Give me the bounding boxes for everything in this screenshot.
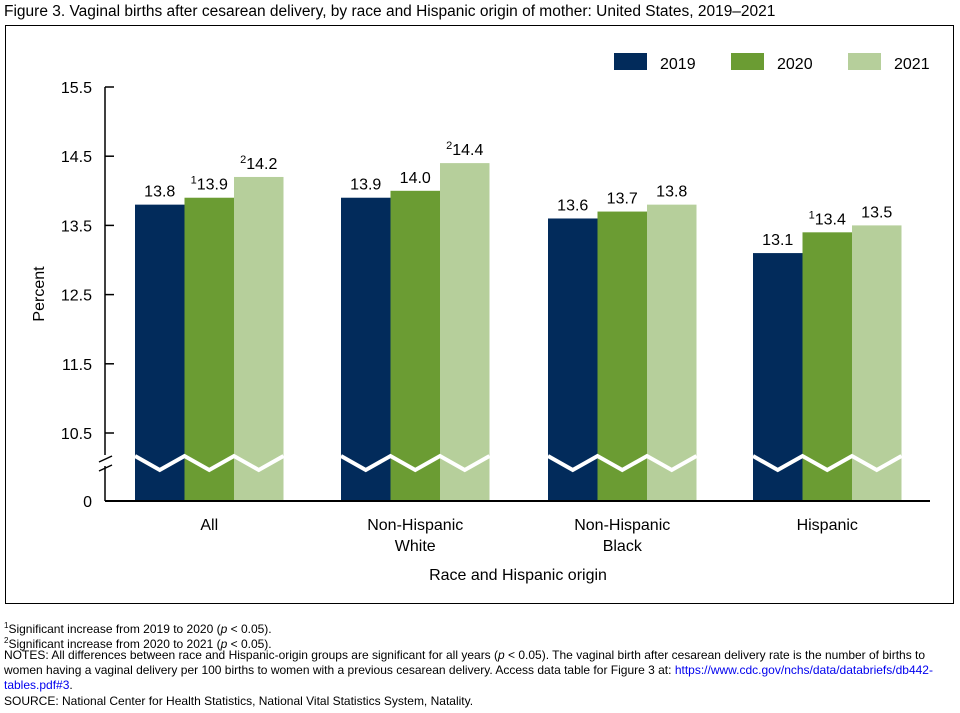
footnote-2: 2Significant increase from 2020 to 2021 … xyxy=(4,636,272,651)
x-tick-label: Non-Hispanic xyxy=(367,517,463,534)
bar-2019-3 xyxy=(753,253,803,501)
data-label: 13.8 xyxy=(144,184,175,201)
bar-2019-0 xyxy=(135,204,185,501)
notes-text: NOTES: All differences between race and … xyxy=(4,648,933,692)
data-label: 214.4 xyxy=(446,140,483,159)
bar-2020-1 xyxy=(390,190,440,502)
bar-2019-2 xyxy=(548,218,598,502)
legend-label: 2019 xyxy=(660,56,696,73)
data-label: 113.9 xyxy=(191,175,228,194)
axis-break-mark xyxy=(98,464,113,472)
data-label: 13.1 xyxy=(762,232,793,249)
y-tick-label: 12.5 xyxy=(61,288,92,305)
data-label: 13.9 xyxy=(350,177,381,194)
bar-2020-0 xyxy=(184,197,234,501)
data-label: 13.7 xyxy=(607,191,638,208)
legend-label: 2021 xyxy=(894,56,930,73)
y-tick-label: 15.5 xyxy=(61,80,92,97)
y-tick-label: 13.5 xyxy=(61,218,92,235)
data-label: 214.2 xyxy=(240,154,277,173)
y-tick-label: 14.5 xyxy=(61,149,92,166)
axis-break-zigzag xyxy=(134,453,285,473)
legend-swatch-2020 xyxy=(731,53,764,70)
x-tick-label: White xyxy=(395,538,436,555)
bar-2020-3 xyxy=(802,232,852,501)
legend-label: 2020 xyxy=(777,56,813,73)
chart-frame xyxy=(5,25,954,604)
legend-swatch-2021 xyxy=(848,53,881,70)
axis-break-zigzag xyxy=(752,453,903,473)
data-table-link[interactable]: https://www.cdc.gov/nchs/data/databriefs… xyxy=(4,663,933,692)
y-tick-label: 11.5 xyxy=(62,357,92,374)
legend-swatch-2019 xyxy=(614,53,647,70)
y-axis-label: Percent xyxy=(31,266,48,322)
y-tick-label: 0 xyxy=(83,494,92,511)
x-axis-label: Race and Hispanic origin xyxy=(429,567,607,584)
bar-2021-1 xyxy=(440,163,490,501)
y-tick-label: 10.5 xyxy=(61,426,92,443)
x-tick-label: Black xyxy=(603,538,643,555)
axis-break-zigzag xyxy=(547,453,698,473)
data-label: 14.0 xyxy=(400,170,431,187)
data-label: 13.8 xyxy=(656,184,687,201)
data-label: 13.5 xyxy=(861,204,892,221)
footnote-1: 1Significant increase from 2019 to 2020 … xyxy=(4,621,272,636)
data-label: 113.4 xyxy=(809,209,846,228)
axis-break-zigzag xyxy=(340,453,491,473)
data-label: 13.6 xyxy=(557,197,588,214)
figure-title: Figure 3. Vaginal births after cesarean … xyxy=(4,3,776,20)
bar-2020-2 xyxy=(597,211,647,501)
bar-2021-3 xyxy=(852,225,902,501)
bar-2019-1 xyxy=(341,197,391,501)
x-tick-label: Hispanic xyxy=(797,517,858,534)
x-tick-label: Non-Hispanic xyxy=(574,517,670,534)
bar-2021-2 xyxy=(647,204,697,501)
bar-2021-0 xyxy=(234,176,284,501)
source-text: SOURCE: National Center for Health Stati… xyxy=(4,694,474,708)
axis-break-mark xyxy=(98,455,113,463)
x-tick-label: All xyxy=(200,517,218,534)
